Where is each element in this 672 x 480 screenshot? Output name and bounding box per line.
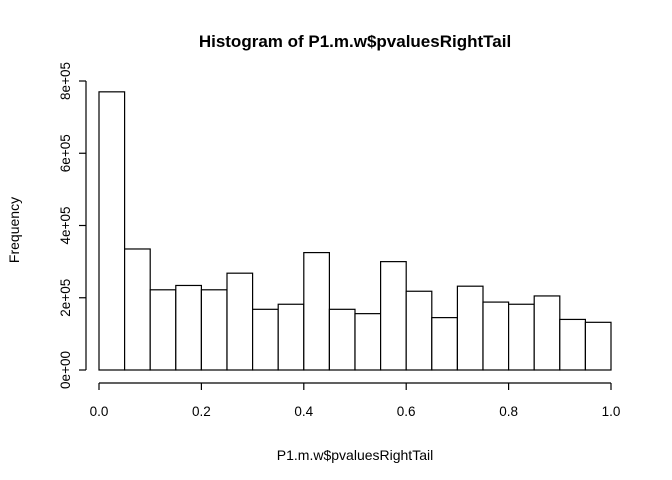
histogram-bar [482, 301, 510, 371]
chart-title: Histogram of P1.m.w$pvaluesRightTail [199, 32, 511, 51]
y-tick-label: 6e+05 [58, 134, 73, 172]
histogram-bar [380, 261, 407, 371]
histogram-bar [328, 308, 356, 371]
histogram-bar [431, 317, 458, 371]
histogram-bar [252, 308, 279, 371]
y-tick-label: 0e+00 [58, 351, 73, 389]
y-axis: 0e+00 2e+05 4e+05 6e+05 8e+05 [58, 62, 87, 389]
y-axis-label: Frequency [6, 197, 22, 263]
histogram-bar [508, 303, 535, 371]
histogram-bar [303, 251, 330, 371]
y-tick-label: 2e+05 [58, 279, 73, 317]
x-tick-label: 0.8 [499, 404, 518, 419]
x-tick-label: 1.0 [602, 404, 621, 419]
histogram-bar [277, 303, 305, 371]
bars-group [98, 91, 612, 371]
histogram-bar [405, 290, 433, 371]
y-tick-label: 4e+05 [58, 207, 73, 245]
x-axis-label: P1.m.w$pvaluesRightTail [277, 447, 433, 463]
x-tick-label: 0.2 [192, 404, 211, 419]
histogram-bar [354, 313, 382, 371]
histogram-bar [123, 248, 151, 371]
y-tick-label: 8e+05 [58, 62, 73, 100]
histogram-bar [98, 91, 126, 371]
histogram-bar [200, 289, 228, 371]
histogram-bar [149, 289, 177, 371]
histogram-bar [559, 318, 586, 371]
histogram-bar [226, 272, 254, 371]
histogram-bar [456, 285, 484, 371]
histogram-bar [175, 284, 203, 371]
histogram-bar [584, 321, 612, 371]
x-axis: 0.0 0.2 0.4 0.6 0.8 1.0 [90, 382, 621, 419]
x-tick-label: 0.0 [90, 404, 109, 419]
x-tick-label: 0.4 [294, 404, 313, 419]
x-tick-label: 0.6 [397, 404, 416, 419]
histogram-bar [533, 295, 561, 371]
